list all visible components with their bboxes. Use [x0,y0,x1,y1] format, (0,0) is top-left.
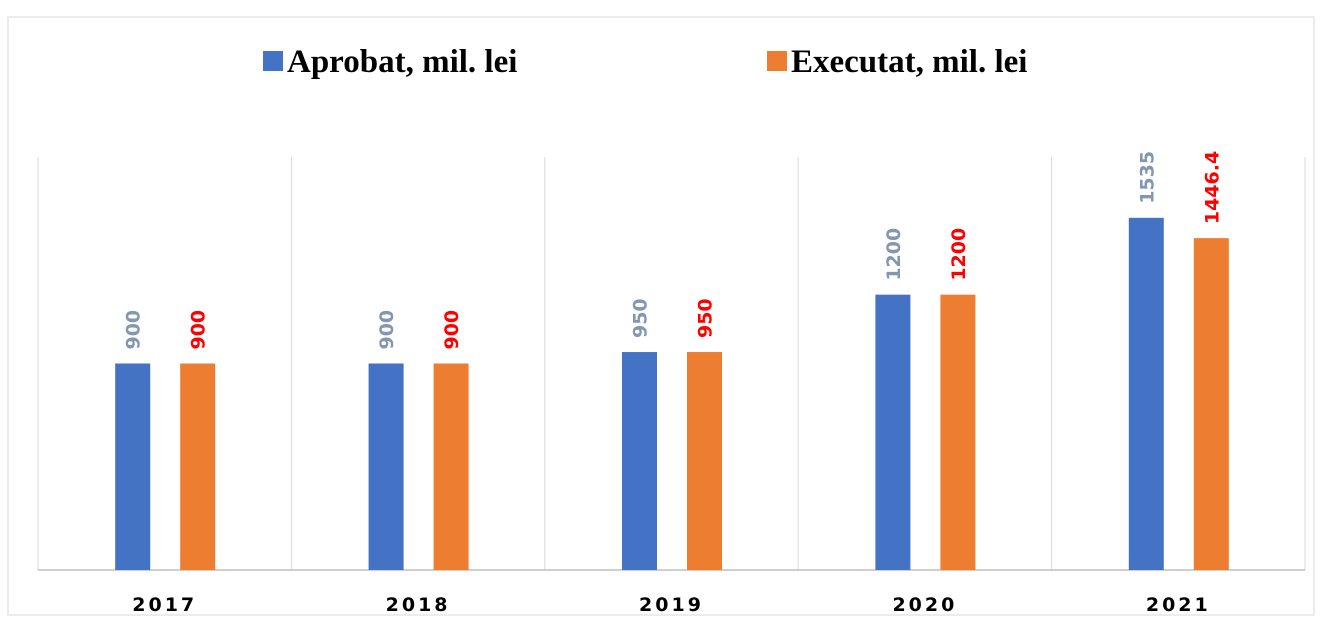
data-label: 950 [630,298,652,338]
x-tick-label: 2019 [639,594,704,616]
legend-swatch [767,51,787,71]
bar [368,363,404,570]
bar [875,294,911,570]
data-label: 950 [695,298,717,338]
bar [622,352,657,570]
data-label: 1200 [883,228,905,281]
x-tick-label: 2017 [132,594,197,616]
data-label: 900 [441,310,463,350]
bar [433,363,469,570]
bar [940,294,976,570]
data-label: 1446.4 [1201,151,1223,224]
bar [687,352,722,570]
data-label: 900 [376,310,398,350]
bar [1128,217,1164,570]
bar [1193,238,1229,570]
bar [180,363,216,570]
data-label: 900 [188,310,210,350]
chart-border [7,16,1315,616]
data-label: 1535 [1136,151,1158,204]
data-label: 900 [123,310,145,350]
bar [115,363,151,570]
data-label: 1200 [948,228,970,281]
x-tick-label: 2021 [1146,594,1211,616]
legend-swatch [263,51,283,71]
x-tick-label: 2018 [386,594,451,616]
legend-label: Executat, mil. lei [791,44,1027,80]
x-tick-label: 2020 [892,594,957,616]
legend-label: Aprobat, mil. lei [287,44,517,80]
